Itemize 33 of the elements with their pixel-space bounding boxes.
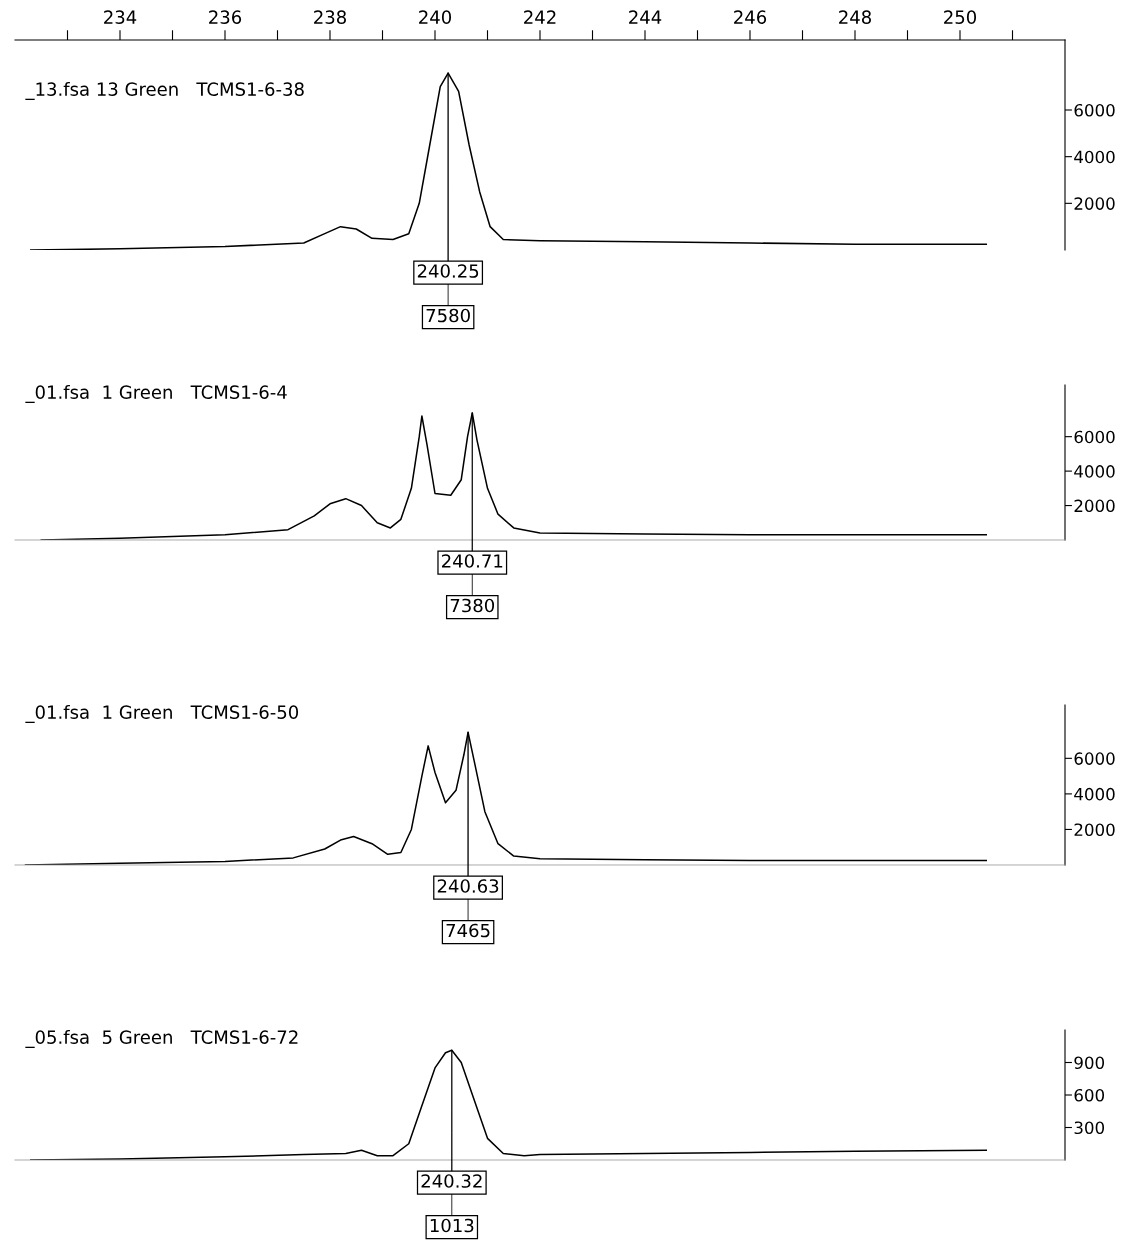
y-tick-label: 4000 — [1074, 465, 1115, 478]
x-tick-label: 238 — [314, 10, 346, 24]
chart-title: _05.fsa 5 Green TCMS1-6-72 — [25, 1030, 298, 1048]
y-tick-label: 6000 — [1074, 752, 1115, 765]
x-tick-label: 244 — [629, 10, 662, 24]
x-tick-label: 236 — [209, 10, 242, 24]
y-tick-label: 2000 — [1074, 499, 1115, 513]
x-tick-label: 240 — [419, 10, 452, 24]
text: _13.fsa 13 Green TCMS1-6-38 — [25, 82, 304, 100]
y-tick-label: 2000 — [1074, 823, 1115, 837]
annotation: 7465 — [446, 923, 490, 938]
annotation: 7580 — [426, 308, 470, 323]
annotation: 240.25 — [417, 264, 479, 278]
y-tick-label: 4000 — [1074, 787, 1115, 801]
annotation: 7380 — [450, 598, 495, 613]
x-tick-label: 248 — [839, 10, 871, 24]
y-tick-label: 6000 — [1074, 430, 1115, 444]
x-tick-label: 246 — [734, 10, 767, 24]
y-tick-label: 600 — [1074, 1088, 1105, 1102]
y-tick-label: 300 — [1074, 1121, 1105, 1135]
x-tick-label: 234 — [104, 10, 137, 24]
x-tick-label: 250 — [944, 10, 977, 24]
y-tick-label: 4000 — [1074, 150, 1115, 164]
y-tick-label: 2000 — [1074, 197, 1115, 210]
y-tick-label: 6000 — [1074, 103, 1115, 117]
chart-title: _01.fsa 1 Green TCMS1-6-50 — [25, 705, 299, 723]
annotation: 240.32 — [421, 1174, 482, 1188]
annotation: 240.63 — [437, 879, 499, 893]
chart-title: _01.fsa 1 Green TCMS1-6-4 — [25, 385, 287, 403]
annotation: 1013 — [430, 1218, 474, 1233]
x-tick-label: 242 — [524, 10, 556, 24]
annotation: 240.71 — [442, 554, 503, 568]
y-tick-label: 900 — [1074, 1056, 1105, 1070]
